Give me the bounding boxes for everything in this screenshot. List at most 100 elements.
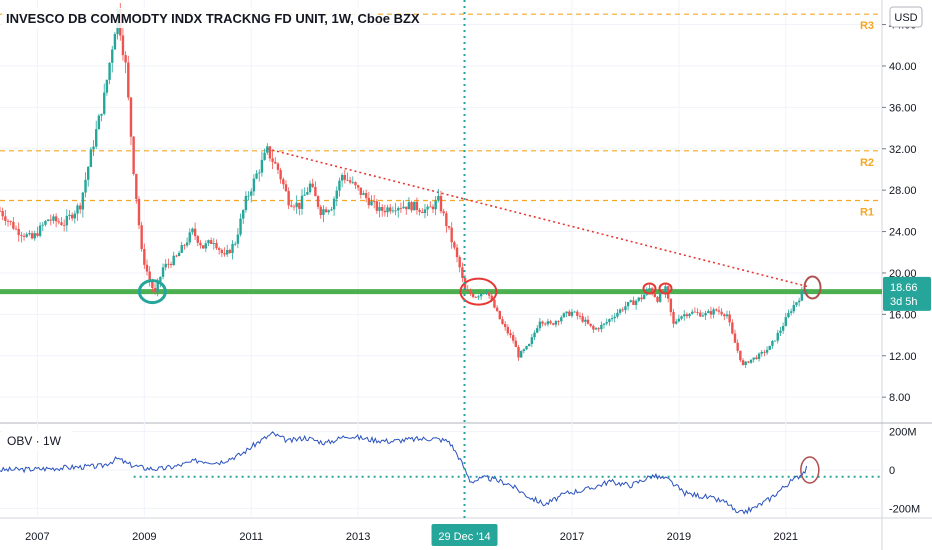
candle-body bbox=[225, 250, 229, 255]
candle-body bbox=[493, 299, 496, 308]
candle-body bbox=[338, 180, 341, 191]
candle-body bbox=[295, 202, 298, 208]
candle-body bbox=[557, 321, 560, 322]
candle-body bbox=[658, 292, 662, 302]
candle-body bbox=[773, 340, 777, 342]
price-tick-label: 24.00 bbox=[889, 227, 917, 239]
candle-body bbox=[314, 186, 317, 197]
candle-body bbox=[736, 342, 739, 351]
candle-body bbox=[805, 289, 809, 291]
candle-body bbox=[447, 226, 451, 228]
currency-button[interactable] bbox=[889, 6, 923, 28]
candle-body bbox=[156, 281, 159, 292]
candle-body bbox=[111, 49, 114, 63]
candle-body bbox=[199, 242, 202, 246]
candle-body bbox=[276, 163, 280, 170]
candle-body bbox=[675, 321, 678, 324]
time-tick-label: 2007 bbox=[25, 531, 49, 543]
candle-body bbox=[787, 312, 790, 318]
candle-body bbox=[784, 317, 787, 327]
candle-body bbox=[52, 216, 55, 221]
candle-body bbox=[108, 62, 111, 80]
candle-body bbox=[503, 323, 507, 328]
candle-body bbox=[763, 351, 766, 353]
candle-body bbox=[68, 214, 71, 216]
candle-body bbox=[97, 115, 101, 130]
candle-body bbox=[525, 346, 528, 350]
candle-body bbox=[723, 314, 726, 317]
candle-body bbox=[322, 209, 325, 216]
candle-body bbox=[642, 294, 646, 300]
candle-body bbox=[290, 205, 293, 207]
candle-body bbox=[771, 340, 774, 346]
currency-label[interactable]: USD bbox=[894, 12, 917, 24]
candle-body bbox=[228, 250, 232, 254]
candle-body bbox=[629, 300, 632, 303]
candle-body bbox=[688, 313, 691, 317]
candle-body bbox=[541, 321, 544, 324]
candle-body bbox=[570, 311, 574, 316]
candle-body bbox=[741, 360, 745, 366]
time-tick-label: 2009 bbox=[132, 531, 156, 543]
candle-body bbox=[271, 158, 274, 162]
candle-body bbox=[592, 325, 595, 330]
candle-body bbox=[124, 55, 127, 63]
candle-body bbox=[137, 199, 141, 226]
candle-body bbox=[153, 288, 157, 292]
candle-body bbox=[581, 316, 584, 322]
candle-body bbox=[247, 195, 250, 197]
candle-body bbox=[699, 312, 702, 317]
candle-body bbox=[490, 295, 493, 300]
obv-label-backdrop bbox=[2, 430, 72, 450]
candle-body bbox=[255, 173, 258, 179]
candle-body bbox=[0, 210, 2, 212]
candle-body bbox=[375, 201, 379, 211]
candle-body bbox=[634, 300, 638, 305]
candle-body bbox=[533, 332, 536, 338]
time-tick-label: 2021 bbox=[774, 531, 798, 543]
candle-body bbox=[437, 195, 440, 201]
candle-body bbox=[327, 210, 330, 213]
candle-body bbox=[14, 228, 18, 230]
candle-body bbox=[303, 194, 306, 196]
candle-body bbox=[49, 219, 52, 221]
candle-body bbox=[594, 328, 598, 330]
candle-body bbox=[602, 323, 606, 325]
candle-body bbox=[544, 323, 547, 325]
candle-body bbox=[696, 312, 699, 313]
candle-body bbox=[549, 321, 552, 324]
candle-body bbox=[458, 257, 461, 268]
candle-body bbox=[62, 224, 66, 226]
candle-body bbox=[752, 357, 755, 360]
candle-body bbox=[132, 136, 135, 174]
candle-body bbox=[755, 357, 758, 360]
candle-body bbox=[212, 242, 216, 244]
candle-body bbox=[765, 349, 769, 353]
candle-body bbox=[175, 255, 178, 257]
candle-body bbox=[715, 309, 718, 311]
candle-body bbox=[731, 322, 734, 334]
candle-body bbox=[522, 349, 526, 352]
candle-body bbox=[487, 292, 491, 296]
candle-body bbox=[159, 276, 162, 282]
last-price-value: 18.66 bbox=[890, 282, 918, 294]
candle-body bbox=[712, 309, 715, 315]
candle-body bbox=[434, 200, 437, 210]
candle-body bbox=[471, 293, 475, 297]
candle-body bbox=[501, 319, 504, 324]
candle-body bbox=[121, 35, 125, 56]
candle-body bbox=[576, 311, 579, 316]
candle-body bbox=[709, 311, 713, 315]
candle-body bbox=[372, 201, 376, 202]
candle-body bbox=[348, 180, 352, 183]
obv-tick-label: 0 bbox=[889, 465, 895, 477]
candle-body bbox=[739, 350, 742, 361]
candle-body bbox=[685, 314, 689, 317]
candle-body bbox=[410, 202, 413, 211]
candle-body bbox=[707, 311, 710, 313]
candle-body bbox=[263, 152, 266, 160]
candle-body bbox=[597, 328, 600, 330]
candle-body bbox=[589, 323, 592, 326]
candle-body bbox=[193, 228, 197, 237]
candle-body bbox=[215, 242, 218, 249]
